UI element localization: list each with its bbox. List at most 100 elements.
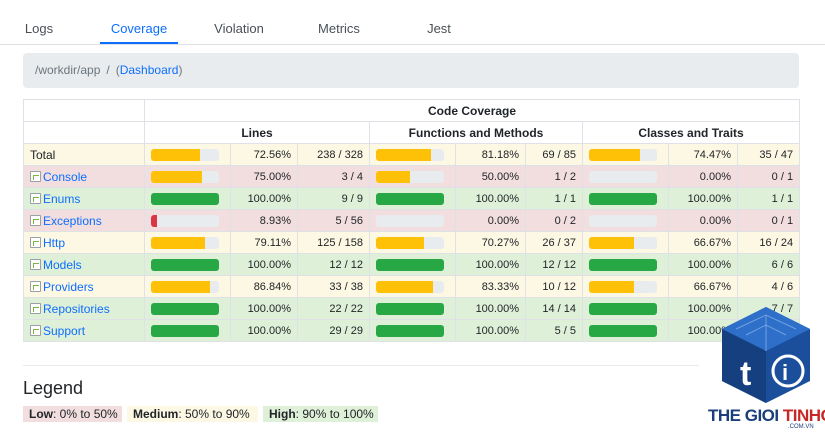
header-empty-top [23,99,145,122]
directory-icon [30,192,41,204]
functions-percent: 50.00% [455,165,526,188]
breadcrumb-open-paren: ( [115,63,120,77]
classes-percent: 100.00% [668,253,738,276]
lines-bar-cell [144,143,231,166]
lines-bar-cell [144,209,231,232]
classes-ratio: 0 / 1 [736,165,801,188]
lines-bar-cell [144,165,231,188]
row-name-cell: Total [23,143,145,166]
lines-ratio: 5 / 56 [297,209,370,232]
directory-link[interactable]: Exceptions [43,213,102,228]
progress-bar [376,170,444,183]
tab-jest[interactable]: Jest [427,21,451,36]
header-classes: Classes and Traits [581,121,801,144]
lines-ratio: 9 / 9 [297,187,370,210]
functions-ratio: 69 / 85 [525,143,583,166]
progress-bar-fill [376,258,444,271]
progress-bar [376,192,444,205]
table-row: Enums 100.00% 9 / 9 100.00% 1 / 1 100.00% 1 / … [23,187,801,210]
classes-bar-cell [582,143,669,166]
legend-high: High: 90% to 100% [263,406,378,422]
classes-bar-cell [582,275,669,298]
lines-bar-cell [144,253,231,276]
lines-bar-cell [144,297,231,320]
progress-bar-fill [151,214,158,227]
watermark-logo-icon: t i [716,305,816,405]
watermark-sub: .COM.VN [788,424,814,430]
divider [23,365,699,366]
directory-icon [30,170,41,182]
tab-coverage[interactable]: Coverage [100,0,178,44]
functions-bar-cell [369,297,456,320]
functions-bar-cell [369,143,456,166]
progress-bar-fill [151,236,205,249]
lines-percent: 86.84% [230,275,298,298]
classes-percent: 100.00% [668,297,738,320]
classes-bar-cell [582,297,669,320]
progress-bar [376,280,444,293]
progress-bar-fill [376,148,432,161]
progress-bar [151,258,219,271]
lines-ratio: 22 / 22 [297,297,370,320]
classes-percent: 100.00% [668,187,738,210]
row-name-cell: Models [23,253,145,276]
progress-bar-fill [589,258,657,271]
classes-percent: 100.00% [668,319,738,342]
table-row: Console 75.00% 3 / 4 50.00% 1 / 2 0.00% 0 / 1 [23,165,801,188]
lines-bar-cell [144,319,231,342]
classes-ratio: 6 / 6 [736,253,801,276]
progress-bar [589,148,657,161]
directory-link[interactable]: Repositories [43,301,110,316]
functions-bar-cell [369,165,456,188]
progress-bar [151,214,219,227]
lines-percent: 100.00% [230,319,298,342]
tab-violation[interactable]: Violation [214,21,264,36]
legend-high-range: : 90% to 100% [295,407,374,421]
lines-percent: 100.00% [230,297,298,320]
functions-ratio: 1 / 2 [525,165,583,188]
breadcrumb-close-paren: ) [178,63,183,77]
functions-percent: 70.27% [455,231,526,254]
row-name-cell: Console [23,165,145,188]
progress-bar-fill [376,192,444,205]
progress-bar [151,324,219,337]
directory-link[interactable]: Enums [43,191,81,206]
total-label: Total [30,147,56,162]
legend-title: Legend [23,378,84,398]
progress-bar [376,148,444,161]
classes-ratio: 4 / 6 [736,275,801,298]
classes-bar-cell [582,231,669,254]
progress-bar-fill [151,324,219,337]
directory-link[interactable]: Console [43,169,88,184]
legend-low-label: Low [29,407,53,421]
directory-link[interactable]: Models [43,257,82,272]
header-functions: Functions and Methods [369,121,583,144]
breadcrumb-path: /workdir/app [35,63,101,77]
classes-percent: 0.00% [668,209,738,232]
lines-ratio: 238 / 328 [297,143,370,166]
progress-bar-fill [151,192,219,205]
progress-bar [151,192,219,205]
progress-bar [589,214,657,227]
functions-bar-cell [369,253,456,276]
row-name-cell: Exceptions [23,209,145,232]
functions-bar-cell [369,187,456,210]
table-row: Support 100.00% 29 / 29 100.00% 5 / 5 100.00%… [23,319,801,342]
row-name-cell: Enums [23,187,145,210]
table-title: Code Coverage [143,99,801,122]
breadcrumb-dashboard-link[interactable]: Dashboard [119,63,179,77]
tab-logs[interactable]: Logs [24,21,54,36]
directory-link[interactable]: Http [43,235,66,250]
directory-icon [30,214,41,226]
functions-bar-cell [369,209,456,232]
lines-percent: 8.93% [230,209,298,232]
header-empty-name [23,121,145,144]
directory-link[interactable]: Support [43,323,86,338]
tab-metrics[interactable]: Metrics [318,21,360,36]
progress-bar-fill [376,170,410,183]
lines-ratio: 33 / 38 [297,275,370,298]
lines-percent: 100.00% [230,187,298,210]
directory-icon [30,258,41,270]
directory-icon [30,280,41,292]
directory-link[interactable]: Providers [43,279,94,294]
